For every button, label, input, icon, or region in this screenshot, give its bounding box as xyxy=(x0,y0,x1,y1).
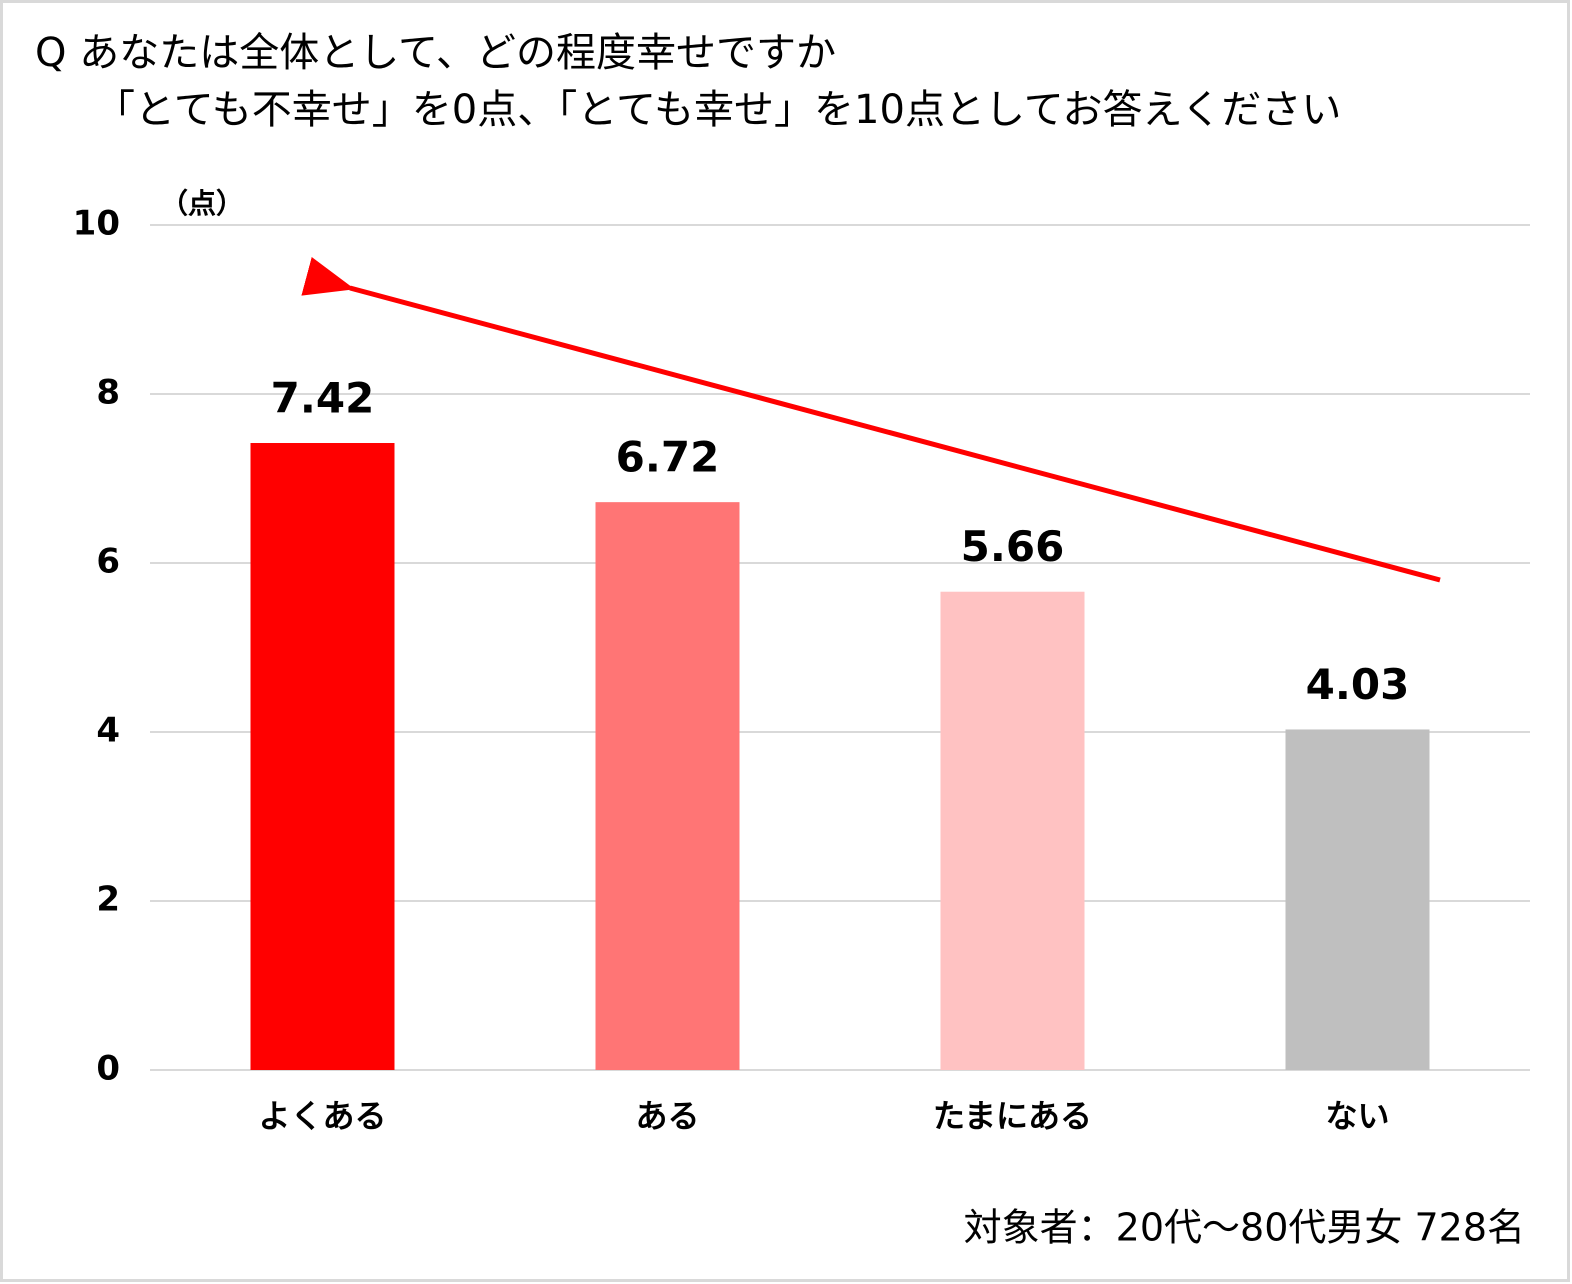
chart-title: 「とても不幸せ」を0点、「とても幸せ」を10点としてお答えください xyxy=(95,87,1341,133)
value-label: 6.72 xyxy=(616,433,720,482)
bar xyxy=(940,591,1085,1070)
trend-arrow xyxy=(301,257,1441,583)
y-tick-label: 2 xyxy=(96,880,120,920)
x-tick-label: ある xyxy=(635,1097,699,1135)
note: 対象者：20代～80代男女 728名 xyxy=(964,1206,1525,1250)
y-unit: （点） xyxy=(160,187,244,220)
x-tick-label: たまにある xyxy=(933,1097,1092,1135)
chart-title: Q あなたは全体として、どの程度幸せですか xyxy=(35,30,836,76)
y-tick-label: 4 xyxy=(96,711,120,751)
bar xyxy=(250,443,395,1070)
x-tick-label: よくある xyxy=(258,1097,386,1135)
y-tick-label: 6 xyxy=(96,542,120,582)
value-label: 7.42 xyxy=(271,374,375,423)
value-label: 4.03 xyxy=(1306,660,1410,709)
value-label: 5.66 xyxy=(961,522,1065,571)
plot: 0 2 4 6 8 10 よくある 7.42 ある 6.72 たまにある 5.66 ない 4.03 xyxy=(73,204,1530,1135)
y-tick-label: 0 xyxy=(96,1049,120,1089)
bar xyxy=(595,502,740,1070)
x-tick-label: ない xyxy=(1325,1097,1389,1135)
bar xyxy=(1285,729,1430,1070)
y-tick-label: 8 xyxy=(96,373,120,413)
y-tick-label: 10 xyxy=(73,204,120,244)
